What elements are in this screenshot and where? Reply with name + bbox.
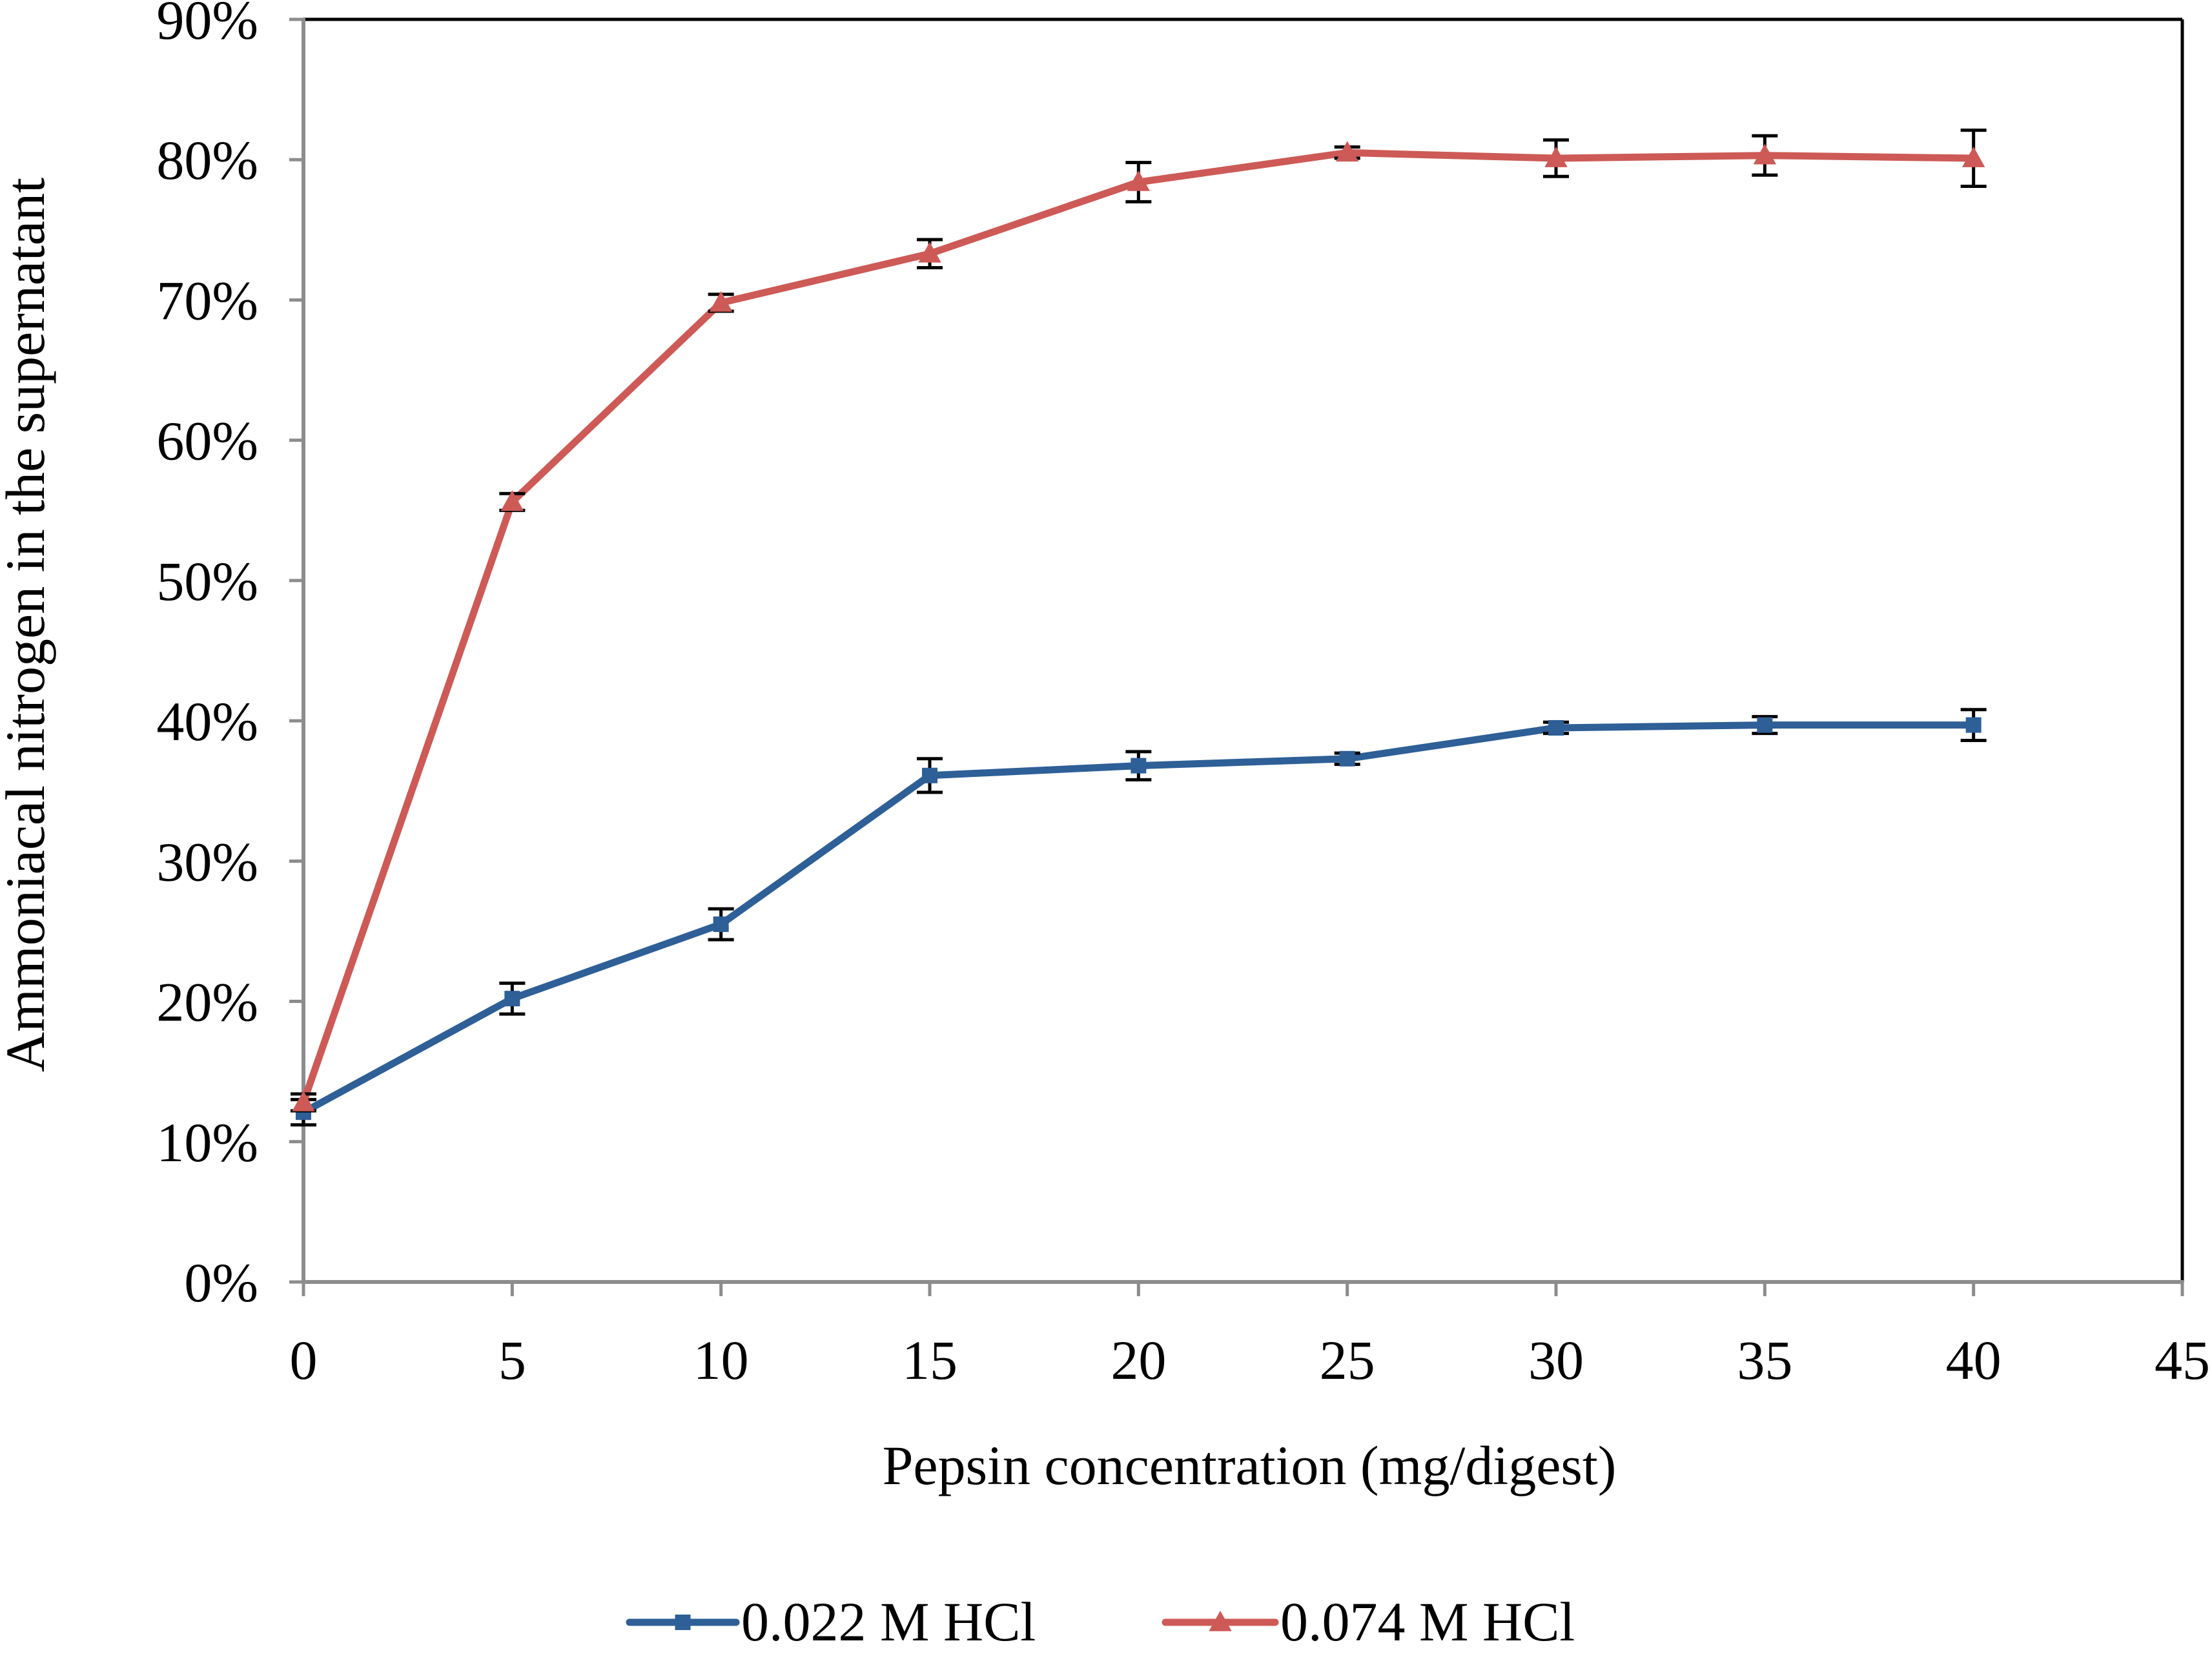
- axes: [289, 17, 2184, 1296]
- y-tick-label: 40%: [156, 690, 258, 752]
- data-point: [504, 991, 520, 1007]
- y-axis-title: Ammoniacal nitrogen in the supernatant: [0, 178, 56, 1072]
- plot-frame: [303, 17, 2184, 1282]
- data-point: [1335, 141, 1359, 162]
- y-tick-label: 50%: [156, 550, 258, 612]
- legend-label: 0.074 M HCl: [1280, 1591, 1575, 1653]
- data-point: [1965, 717, 1982, 733]
- x-tick-label: 25: [1320, 1329, 1375, 1391]
- y-tick-label: 20%: [156, 971, 258, 1033]
- x-tick-label: 35: [1737, 1329, 1792, 1391]
- legend-marker: [1209, 1610, 1232, 1631]
- x-tick-label: 0: [290, 1329, 318, 1391]
- legend-marker: [675, 1615, 691, 1630]
- data-point: [292, 1090, 315, 1111]
- data-point: [1127, 170, 1151, 191]
- data-point: [1753, 143, 1777, 165]
- y-tick-label: 60%: [156, 410, 258, 472]
- x-tick-label: 30: [1528, 1329, 1584, 1391]
- data-point: [709, 291, 733, 312]
- y-tick-label: 80%: [156, 129, 258, 191]
- x-tick-label: 40: [1946, 1329, 2002, 1391]
- data-point: [1757, 717, 1773, 733]
- legend-label: 0.022 M HCl: [741, 1591, 1036, 1653]
- series-group: [291, 129, 1987, 1127]
- data-point: [1544, 146, 1568, 167]
- data-point: [918, 242, 941, 263]
- x-tick-label: 15: [902, 1329, 958, 1391]
- data-point: [1131, 758, 1147, 774]
- data-point: [713, 916, 729, 933]
- legend-item-2: 0.074 M HCl: [1162, 1591, 1575, 1653]
- y-tick-label: 0%: [184, 1252, 258, 1314]
- series-1: [291, 708, 1987, 1127]
- data-point: [1548, 719, 1564, 736]
- legend: 0.022 M HCl 0.074 M HCl: [626, 1591, 1575, 1653]
- y-tick-label: 70%: [156, 269, 258, 331]
- tick-labels: 0% 10% 20% 30% 40% 50% 60% 70% 80% 90% 0 5 10 15 20 25 3…: [156, 0, 2210, 1391]
- y-tick-label: 30%: [156, 831, 258, 893]
- y-tick-label: 90%: [156, 0, 258, 51]
- data-point: [500, 490, 524, 511]
- legend-item-1: 0.022 M HCl: [626, 1591, 1036, 1653]
- x-tick-label: 20: [1111, 1329, 1166, 1391]
- data-point: [1339, 750, 1355, 767]
- data-point: [922, 767, 937, 783]
- data-point: [1961, 146, 1985, 167]
- y-tick-label: 10%: [156, 1111, 258, 1173]
- x-tick-label: 10: [693, 1329, 749, 1391]
- series-2: [291, 129, 1987, 1113]
- x-tick-label: 45: [2155, 1329, 2210, 1391]
- x-axis-title: Pepsin concentration (mg/digest): [883, 1434, 1617, 1496]
- x-tick-label: 5: [498, 1329, 526, 1391]
